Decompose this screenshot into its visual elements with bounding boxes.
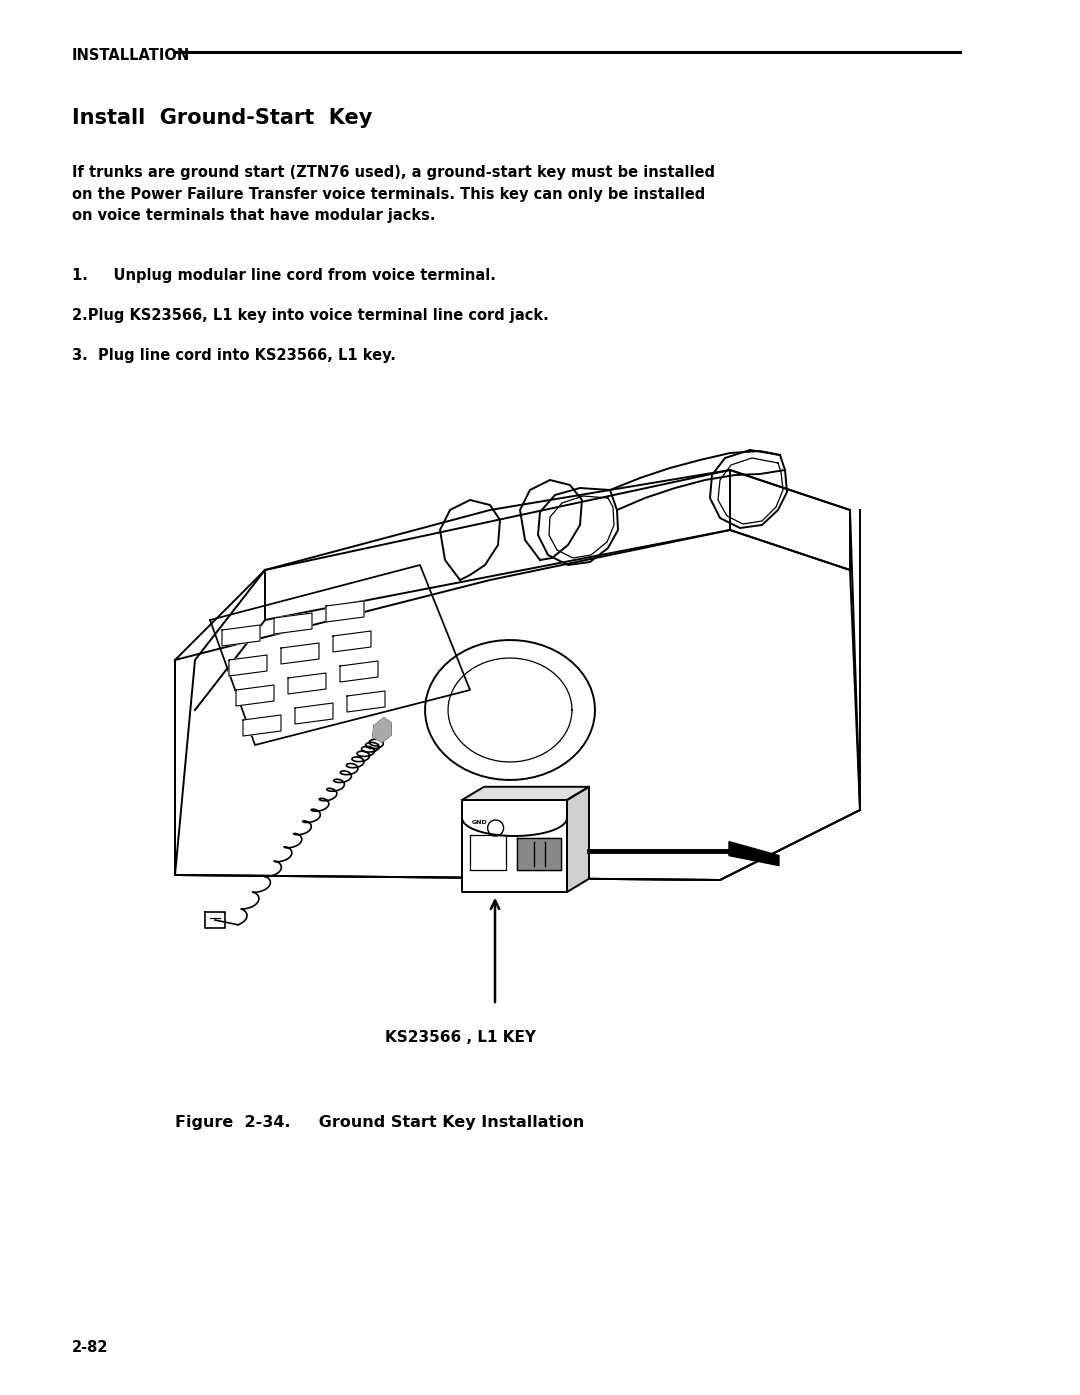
Text: If trunks are ground start (ZTN76 used), a ground-start key must be installed
on: If trunks are ground start (ZTN76 used),… [72, 165, 715, 223]
Polygon shape [237, 685, 274, 706]
Polygon shape [274, 612, 312, 633]
Polygon shape [462, 787, 589, 799]
Text: 3.  Plug line cord into KS23566, L1 key.: 3. Plug line cord into KS23566, L1 key. [72, 347, 396, 363]
Text: 2-82: 2-82 [72, 1341, 108, 1355]
Text: 2.Plug KS23566, L1 key into voice terminal line cord jack.: 2.Plug KS23566, L1 key into voice termin… [72, 308, 549, 324]
Polygon shape [373, 718, 391, 742]
Polygon shape [229, 656, 267, 677]
Polygon shape [729, 841, 779, 866]
Polygon shape [288, 672, 326, 693]
Text: Figure  2-34.     Ground Start Key Installation: Figure 2-34. Ground Start Key Installati… [175, 1115, 584, 1130]
Text: Install  Ground-Start  Key: Install Ground-Start Key [72, 107, 373, 128]
Polygon shape [333, 631, 372, 651]
Polygon shape [295, 703, 333, 724]
Text: GND: GND [472, 820, 488, 824]
Polygon shape [281, 643, 319, 664]
Text: 1.     Unplug modular line cord from voice terminal.: 1. Unplug modular line cord from voice t… [72, 268, 496, 283]
Polygon shape [462, 799, 567, 891]
Polygon shape [222, 625, 260, 646]
Polygon shape [567, 787, 589, 891]
Polygon shape [347, 691, 384, 711]
Text: INSTALLATION: INSTALLATION [72, 47, 190, 63]
Polygon shape [243, 716, 281, 737]
Text: KS23566 , L1 KEY: KS23566 , L1 KEY [384, 1030, 536, 1045]
Polygon shape [340, 661, 378, 682]
Polygon shape [516, 838, 561, 870]
Polygon shape [326, 601, 364, 622]
